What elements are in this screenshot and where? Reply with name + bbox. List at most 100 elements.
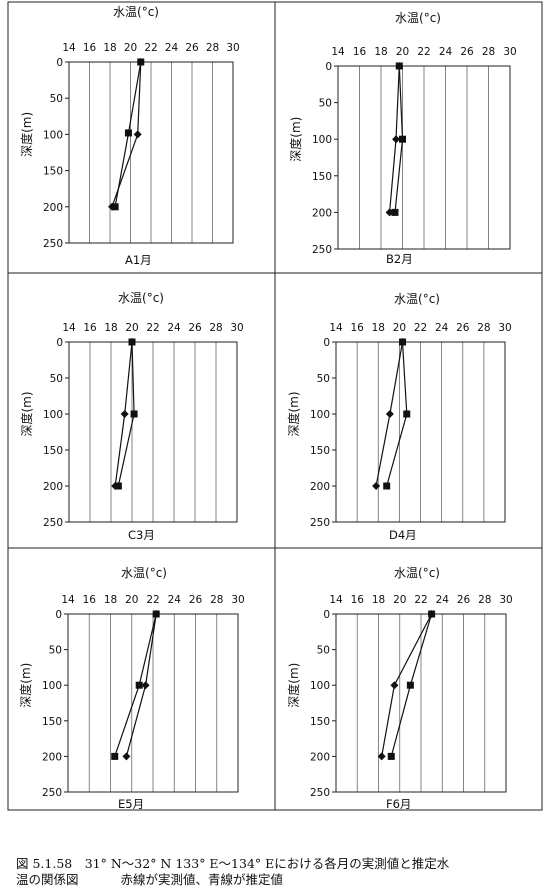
x-tick-label: 14 (62, 322, 76, 334)
y-tick-label: 200 (310, 751, 330, 763)
y-tick-label: 150 (42, 716, 62, 728)
x-tick-label: 28 (206, 42, 219, 54)
x-tick-label: 16 (353, 46, 367, 58)
y-tick-label: 200 (42, 751, 62, 763)
plot-frame (337, 65, 511, 250)
y-tick-label: 0 (325, 61, 332, 73)
x-tick-label: 30 (231, 594, 244, 606)
panel-label: F6月 (386, 797, 411, 811)
x-tick-label: 20 (396, 46, 409, 58)
x-tick-label: 24 (167, 322, 181, 334)
caption-line-1: 図 5.1.58 31° N～32° N 133° E～134° Eにおける各月… (16, 856, 450, 871)
caption-line-3: 赤線が実測値、青線が推定値 (120, 872, 284, 887)
y-tick-label: 150 (43, 445, 63, 457)
x-tick-label: 20 (124, 42, 137, 54)
x-tick-label: 18 (374, 46, 387, 58)
x-tick-label: 30 (230, 322, 243, 334)
x-tick-label: 18 (104, 322, 117, 334)
y-tick-label: 150 (310, 445, 330, 457)
x-tick-label: 20 (125, 322, 138, 334)
chart-panel-1: 水温(°c) 14 16 18 20 22 24 26 28 30 0 50 100 150 200 250 深… (19, 5, 240, 267)
plot-frame (68, 61, 234, 244)
x-tick-label: 26 (457, 594, 471, 606)
data-point-diamond (136, 58, 145, 66)
chart-panel-2: 水温(°c) 14 16 18 20 22 24 26 28 30 0 50 100 150 200 250 深… (288, 11, 517, 266)
y-tick-label: 50 (317, 373, 330, 385)
x-tick-label: 14 (329, 322, 343, 334)
x-tick-label: 16 (83, 42, 97, 54)
x-tick-label: 28 (210, 594, 223, 606)
x-tick-label: 16 (83, 322, 97, 334)
data-point-diamond (133, 130, 142, 139)
data-point-diamond (392, 135, 401, 144)
plot-frame (335, 341, 506, 523)
data-point-square (406, 681, 414, 689)
y-tick-label: 250 (42, 787, 62, 799)
y-tick-label: 250 (312, 244, 332, 256)
panel-label: E5月 (118, 797, 144, 811)
x-tick-label: 28 (482, 46, 495, 58)
data-point-square (391, 208, 399, 216)
data-point-diamond (111, 482, 120, 490)
x-tick-label: 26 (456, 322, 470, 334)
y-tick-label: 50 (319, 98, 332, 110)
x-tick-label: 22 (414, 322, 427, 334)
data-point-diamond (377, 752, 386, 761)
panel-label: C3月 (128, 528, 155, 542)
x-tick-label: 22 (414, 594, 427, 606)
data-point-diamond (128, 338, 136, 346)
x-axis-title: 水温(°c) (394, 292, 440, 306)
chart-panel-6: 水温(°c) 14 16 18 20 22 24 26 28 30 0 50 100 150 200 250 深… (286, 566, 513, 811)
y-tick-label: 150 (312, 171, 332, 183)
y-tick-label: 0 (323, 609, 330, 621)
x-tick-label: 30 (503, 46, 516, 58)
x-tick-label: 24 (436, 594, 450, 606)
x-tick-label: 28 (209, 322, 222, 334)
x-tick-label: 22 (146, 322, 159, 334)
x-tick-label: 28 (477, 322, 490, 334)
y-tick-label: 50 (50, 93, 63, 105)
x-tick-label: 26 (189, 594, 203, 606)
y-tick-label: 0 (323, 337, 330, 349)
y-tick-label: 100 (310, 409, 330, 421)
data-point-square (130, 410, 138, 418)
data-point-diamond (395, 62, 404, 70)
y-tick-label: 200 (43, 481, 63, 493)
panel-label: B2月 (386, 252, 413, 266)
panel-label: A1月 (125, 253, 152, 267)
data-point-diamond (427, 610, 436, 618)
y-tick-label: 250 (310, 787, 330, 799)
y-tick-label: 100 (312, 134, 332, 146)
data-point-diamond (398, 338, 407, 346)
x-tick-label: 30 (499, 594, 512, 606)
charts-grid: 水温(°c)14 16 18 20 22 24 26 28 30050100150200250深… (7, 1, 543, 811)
y-tick-label: 50 (317, 645, 330, 657)
x-tick-label: 26 (185, 42, 199, 54)
x-tick-label: 14 (329, 594, 343, 606)
chart-panel-5: 水温(°c) 14 16 18 20 22 24 26 28 30 0 50 100 150 200 250 深… (18, 566, 245, 811)
y-axis-title: 深度(m) (19, 112, 34, 157)
x-tick-label: 24 (435, 322, 449, 334)
x-tick-label: 14 (331, 46, 345, 58)
data-point-square (403, 410, 411, 418)
y-tick-label: 250 (310, 517, 330, 529)
x-tick-label: 14 (61, 594, 75, 606)
caption-line-2: 温の関係図 (16, 872, 79, 887)
data-point-diamond (141, 681, 150, 690)
y-tick-label: 250 (43, 238, 63, 250)
y-tick-label: 100 (43, 129, 63, 141)
x-tick-label: 20 (393, 594, 406, 606)
data-point-diamond (385, 208, 394, 217)
chart-panel-3: 水温(°c) 14 16 18 20 22 24 26 28 30 0 50 100 150 200 250 深… (19, 291, 244, 542)
y-tick-label: 100 (310, 680, 330, 692)
x-axis-title: 水温(°c) (118, 291, 164, 305)
data-point-square (399, 135, 406, 143)
x-tick-label: 16 (351, 594, 365, 606)
x-axis-title: 水温(°c) (113, 5, 159, 19)
data-point-square (111, 752, 119, 760)
x-axis-title: 水温(°c) (121, 566, 167, 580)
x-tick-label: 14 (62, 42, 76, 54)
data-point-diamond (390, 681, 399, 690)
y-tick-label: 150 (310, 716, 330, 728)
x-tick-label: 24 (165, 42, 179, 54)
